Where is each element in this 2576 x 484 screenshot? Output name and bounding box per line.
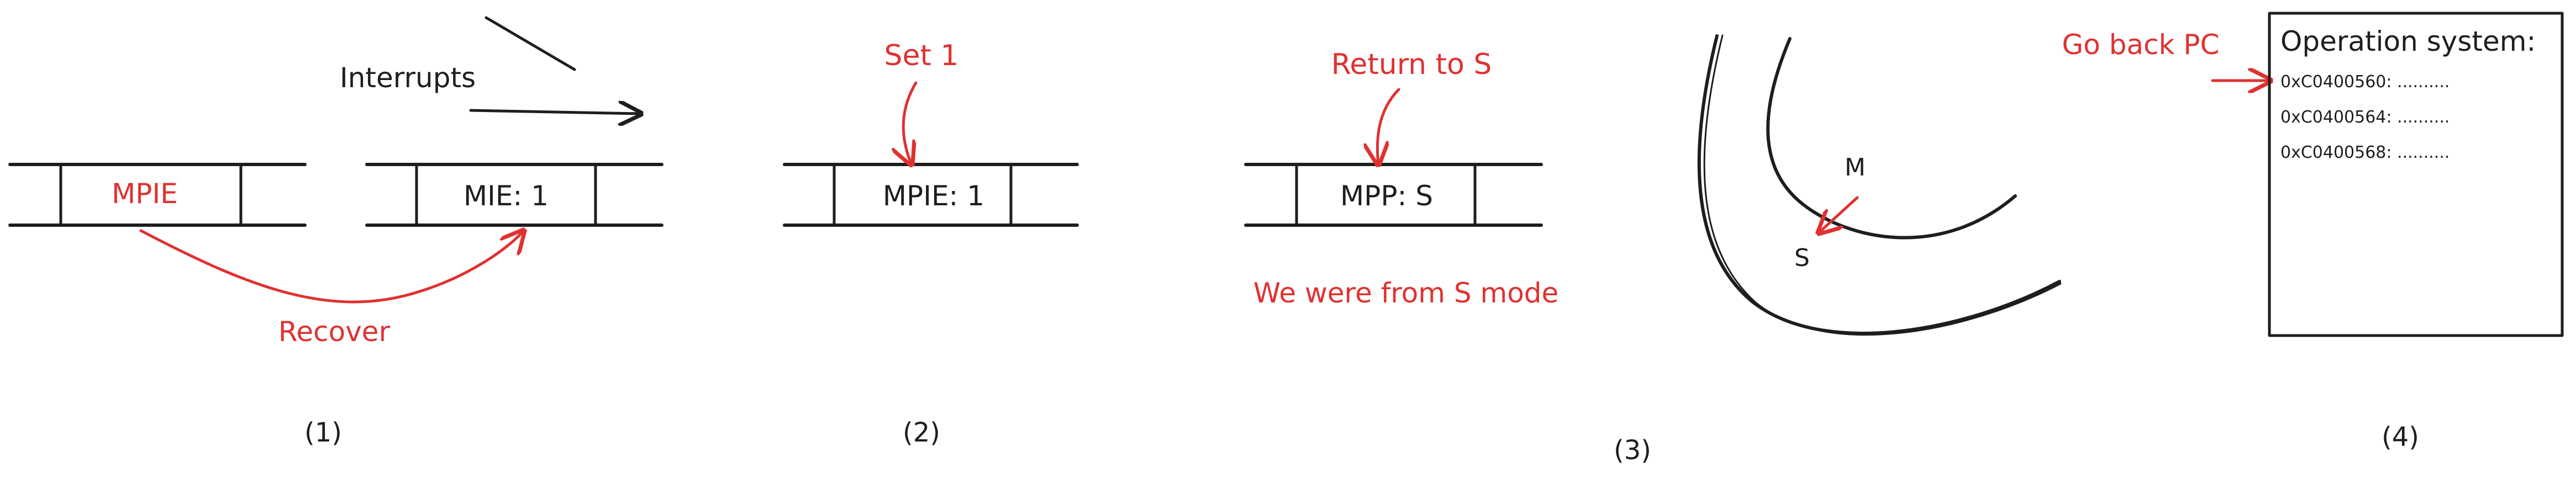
panel-3: MPP: S Return to S We were from S mode M…	[1244, 34, 2062, 466]
register-mpie-set: MPIE: 1	[783, 163, 1079, 227]
mode-m-label: M	[1845, 153, 1866, 182]
interrupts-arrow	[469, 110, 641, 114]
interrupts-label: Interrupts	[340, 62, 476, 94]
return-arrow	[1377, 88, 1400, 164]
register-mpp-label: MPP: S	[1340, 180, 1433, 212]
mode-transition-arrow	[1819, 196, 1859, 233]
recover-label: Recover	[278, 316, 391, 348]
os-memory-box: Operation system: 0xC0400560: ..........…	[2268, 12, 2564, 337]
register-mpp: MPP: S	[1244, 163, 1543, 227]
register-mpie: MPIE	[8, 163, 307, 227]
recover-arrow	[139, 231, 524, 304]
os-title: Operation system:	[2280, 25, 2536, 57]
interrupt-stroke	[484, 16, 576, 71]
set-arrow	[903, 81, 918, 164]
go-back-pc-label: Go back PC	[2062, 29, 2219, 61]
register-mie: MIE: 1	[365, 163, 663, 227]
from-s-mode-label: We were from S mode	[1253, 277, 1559, 309]
caption-3: (3)	[1614, 435, 1651, 466]
os-address-1: 0xC0400560: ..........	[2280, 72, 2449, 92]
panel-4: Go back PC Operation system: 0xC0400560:…	[2062, 12, 2564, 453]
panel-2: MPIE: 1 Set 1 (2)	[783, 39, 1079, 448]
panel-1: MPIE MIE: 1 Interrupts Recover (1)	[8, 16, 663, 448]
set-label: Set 1	[884, 39, 958, 72]
privilege-mode-curves	[1697, 34, 2062, 336]
return-to-s-label: Return to S	[1331, 48, 1492, 81]
os-address-2: 0xC0400564: ..........	[2280, 108, 2449, 127]
os-address-3: 0xC0400568: ..........	[2280, 143, 2449, 162]
register-mie-label: MIE: 1	[463, 180, 549, 212]
mode-s-label: S	[1794, 244, 1810, 272]
register-mpie-set-label: MPIE: 1	[883, 180, 984, 212]
caption-1: (1)	[304, 417, 342, 448]
register-mpie-label: MPIE	[112, 178, 178, 210]
caption-4: (4)	[2382, 422, 2419, 453]
caption-2: (2)	[903, 417, 940, 448]
